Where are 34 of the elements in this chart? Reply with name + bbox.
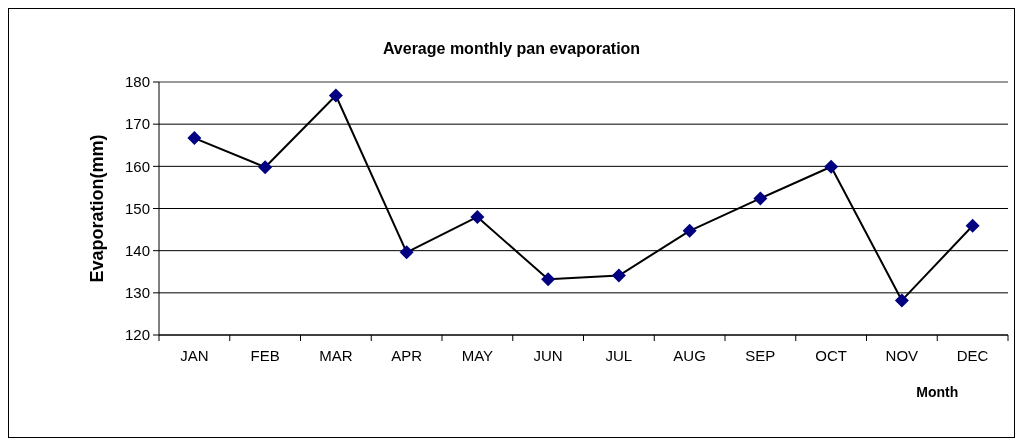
y-tick-label: 130 — [124, 284, 150, 302]
x-axis-title: Month — [916, 384, 959, 400]
y-tick-label: 160 — [124, 157, 150, 175]
x-tick-label: AUG — [673, 347, 706, 364]
point — [824, 159, 839, 174]
y-axis-title: Evaporation(mm) — [87, 134, 107, 283]
point — [258, 160, 273, 175]
x-tick-label: APR — [391, 347, 423, 364]
point — [399, 245, 414, 260]
point — [328, 88, 343, 103]
x-tick-label: FEB — [250, 347, 280, 364]
y-tick-label: 120 — [124, 326, 150, 344]
x-tick-label: OCT — [815, 347, 847, 364]
x-tick-label: JUL — [605, 347, 633, 364]
x-tick-label: MAR — [319, 347, 353, 364]
point — [470, 209, 485, 224]
y-tick-label: 170 — [124, 115, 150, 133]
point — [611, 268, 626, 283]
chart-title: Average monthly pan evaporation — [382, 40, 641, 57]
x-tick-label: NOV — [885, 347, 919, 364]
y-tick-label: 180 — [124, 73, 150, 91]
point — [894, 293, 909, 308]
point — [187, 131, 202, 146]
point — [682, 223, 697, 238]
x-tick-label: JAN — [180, 347, 209, 364]
point — [541, 272, 556, 287]
point — [753, 191, 768, 206]
x-tick-label: JUN — [533, 347, 563, 364]
x-tick-label: SEP — [745, 347, 776, 364]
x-tick-label: DEC — [956, 347, 989, 364]
y-tick-label: 140 — [124, 241, 150, 259]
x-tick-label: MAY — [461, 347, 494, 364]
y-tick-label: 150 — [124, 199, 150, 217]
point — [965, 218, 980, 233]
